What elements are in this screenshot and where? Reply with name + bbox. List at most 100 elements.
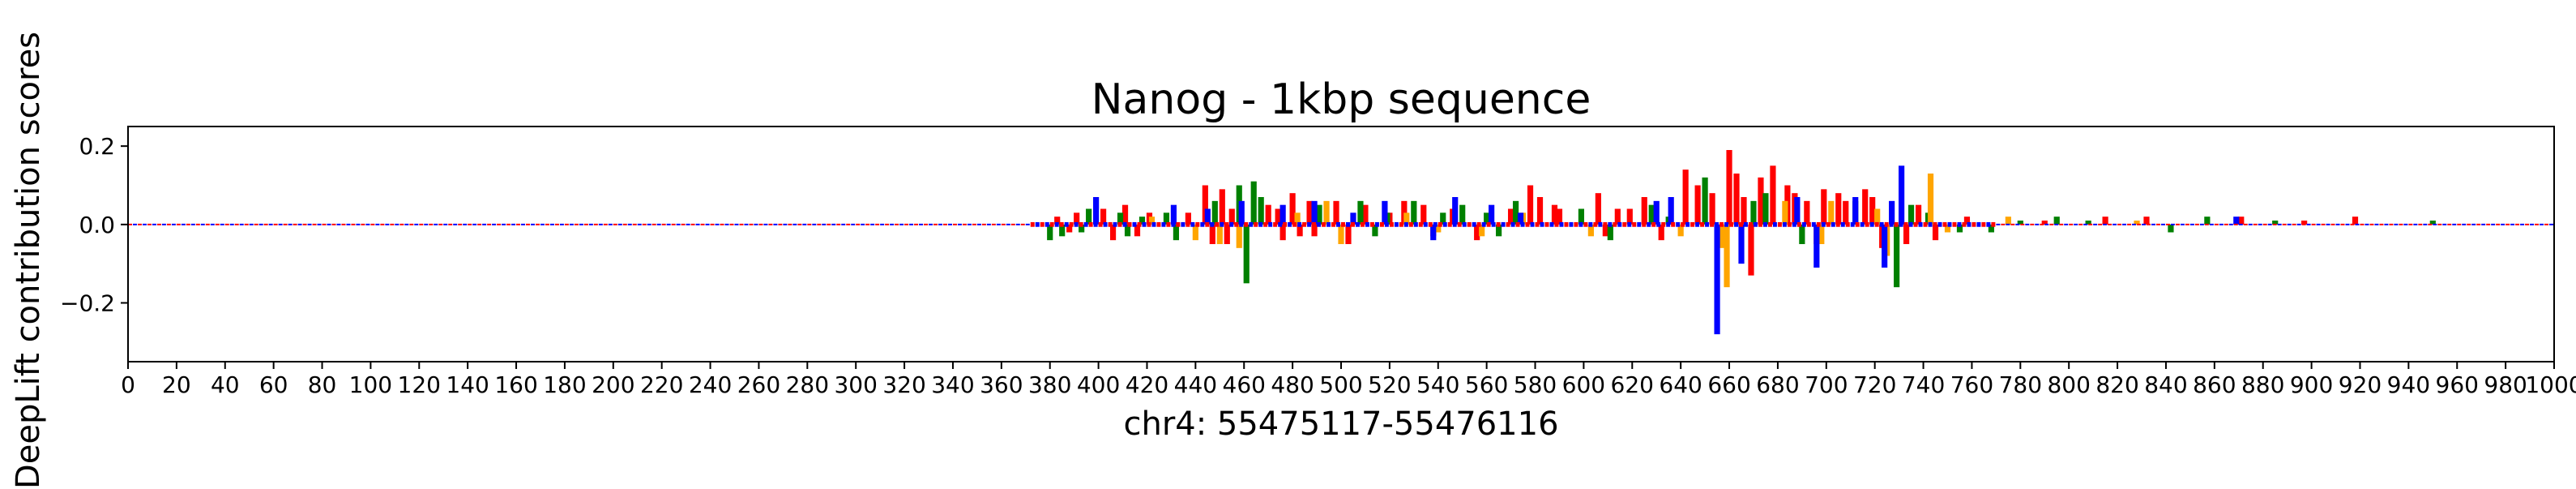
baseline-mark xyxy=(2350,223,2355,225)
x-tick-label: 860 xyxy=(2193,371,2236,398)
contribution-bar-A xyxy=(1163,212,1170,225)
contribution-bar-C xyxy=(1452,197,1459,225)
baseline-mark xyxy=(1559,221,1564,227)
baseline-mark xyxy=(686,223,690,225)
baseline-mark xyxy=(2369,223,2374,225)
contribution-bar-T xyxy=(1915,204,1922,225)
x-tick-label: 780 xyxy=(1999,371,2042,398)
baseline-mark xyxy=(885,223,890,225)
baseline-mark xyxy=(754,223,758,225)
baseline-mark xyxy=(2467,223,2471,225)
baseline-mark xyxy=(1578,221,1583,227)
baseline-mark xyxy=(293,223,297,225)
baseline-mark xyxy=(812,223,817,225)
contribution-bar-A xyxy=(1496,224,1502,237)
baseline-mark xyxy=(458,223,463,225)
x-tick-label: 120 xyxy=(398,371,441,398)
x-tick-label: 480 xyxy=(1271,371,1314,398)
contribution-bar-C xyxy=(1430,224,1437,241)
contribution-bar-C xyxy=(1899,165,1905,225)
baseline-mark xyxy=(2403,223,2408,225)
baseline-mark xyxy=(2437,223,2442,225)
baseline-mark xyxy=(1297,221,1302,227)
baseline-mark xyxy=(487,223,492,225)
contribution-bar-A xyxy=(1357,200,1364,225)
baseline-mark xyxy=(1374,221,1379,227)
baseline-mark xyxy=(1486,221,1491,227)
baseline-mark xyxy=(1413,221,1418,227)
baseline-mark xyxy=(1496,221,1501,227)
baseline-mark xyxy=(919,223,924,225)
baseline-mark xyxy=(1476,221,1481,227)
baseline-mark xyxy=(2301,223,2306,225)
x-tick-label: 920 xyxy=(2339,371,2382,398)
baseline-mark xyxy=(1826,221,1831,227)
baseline-mark xyxy=(205,223,210,225)
baseline-mark xyxy=(2399,223,2403,225)
baseline-mark xyxy=(1816,221,1821,227)
contribution-bar-T xyxy=(1527,185,1534,225)
contribution-bar-T xyxy=(1401,200,1408,225)
baseline-mark xyxy=(2379,223,2384,225)
baseline-mark xyxy=(1249,221,1254,227)
contribution-bar-T xyxy=(2143,217,2150,225)
x-tick-label: 760 xyxy=(1950,371,1993,398)
baseline-mark xyxy=(1428,221,1433,227)
baseline-mark xyxy=(2549,223,2553,225)
baseline-mark xyxy=(763,223,768,225)
contribution-bar-A xyxy=(1578,208,1584,225)
baseline-mark xyxy=(827,223,831,225)
baseline-mark xyxy=(302,223,307,225)
baseline-mark xyxy=(1583,221,1588,227)
contribution-bar-G xyxy=(1479,224,1485,237)
baseline-mark xyxy=(1918,221,1923,227)
x-tick-label: 980 xyxy=(2484,371,2527,398)
baseline-mark xyxy=(1957,221,1962,227)
baseline-mark xyxy=(1044,221,1049,227)
contribution-bar-T xyxy=(1279,224,1286,241)
contribution-bar-A xyxy=(1138,217,1146,225)
baseline-mark xyxy=(2287,223,2292,225)
baseline-mark xyxy=(952,223,957,225)
baseline-mark xyxy=(2253,223,2258,225)
baseline-mark xyxy=(734,223,739,225)
contribution-bar-T xyxy=(1275,208,1281,225)
baseline-mark xyxy=(2282,223,2287,225)
baseline-mark xyxy=(1457,221,1462,227)
baseline-mark xyxy=(2137,223,2142,225)
baseline-mark xyxy=(758,223,763,225)
baseline-mark xyxy=(1127,221,1132,227)
baseline-mark xyxy=(962,223,967,225)
contribution-bar-T xyxy=(1474,224,1480,241)
baseline-mark xyxy=(263,223,268,225)
baseline-mark xyxy=(492,223,497,225)
baseline-mark xyxy=(1394,221,1399,227)
baseline-mark xyxy=(1113,221,1117,227)
baseline-mark xyxy=(2165,223,2170,225)
x-tick-label: 880 xyxy=(2241,371,2284,398)
baseline-mark xyxy=(1317,221,1322,227)
baseline-mark xyxy=(356,223,361,225)
baseline-mark xyxy=(1229,221,1234,227)
baseline-mark xyxy=(351,223,356,225)
baseline-mark xyxy=(933,223,938,225)
x-tick-label: 440 xyxy=(1174,371,1217,398)
baseline-mark xyxy=(676,223,681,225)
contribution-bar-A xyxy=(1762,193,1769,225)
contribution-bar-G xyxy=(1677,224,1684,237)
baseline-mark xyxy=(1501,221,1506,227)
contribution-bar-A xyxy=(2017,221,2023,225)
baseline-mark xyxy=(1389,221,1394,227)
baseline-mark xyxy=(2224,223,2228,225)
baseline-mark xyxy=(2030,223,2035,225)
baseline-mark xyxy=(1273,221,1278,227)
baseline-mark xyxy=(1899,221,1903,227)
contribution-bar-C xyxy=(1093,197,1100,225)
baseline-mark xyxy=(1661,221,1666,227)
baseline-mark xyxy=(1700,221,1705,227)
baseline-mark xyxy=(938,223,942,225)
baseline-mark xyxy=(2059,223,2064,225)
baseline-mark xyxy=(1792,221,1796,227)
baseline-mark xyxy=(2238,223,2243,225)
